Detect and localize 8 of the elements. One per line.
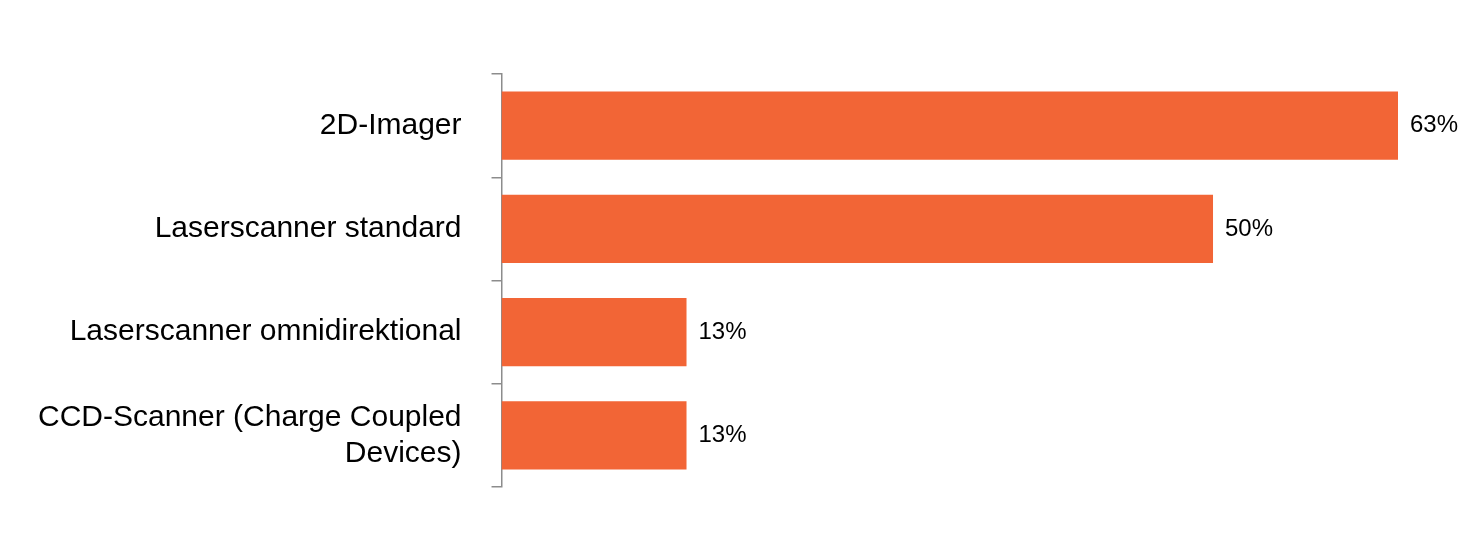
data-label: 63%	[1410, 110, 1459, 138]
data-label: 50%	[1225, 213, 1274, 241]
y-tick-label: Laserscanner standard	[154, 210, 462, 244]
y-tick-label: 2D-Imager	[319, 106, 462, 140]
y-tick-label: CCD-Scanner (Charge Coupled Devices)	[38, 398, 462, 468]
y-tick-label: Laserscanner omnidirektional	[69, 313, 462, 347]
data-label: 13%	[698, 316, 747, 344]
data-label: 13%	[698, 420, 747, 447]
